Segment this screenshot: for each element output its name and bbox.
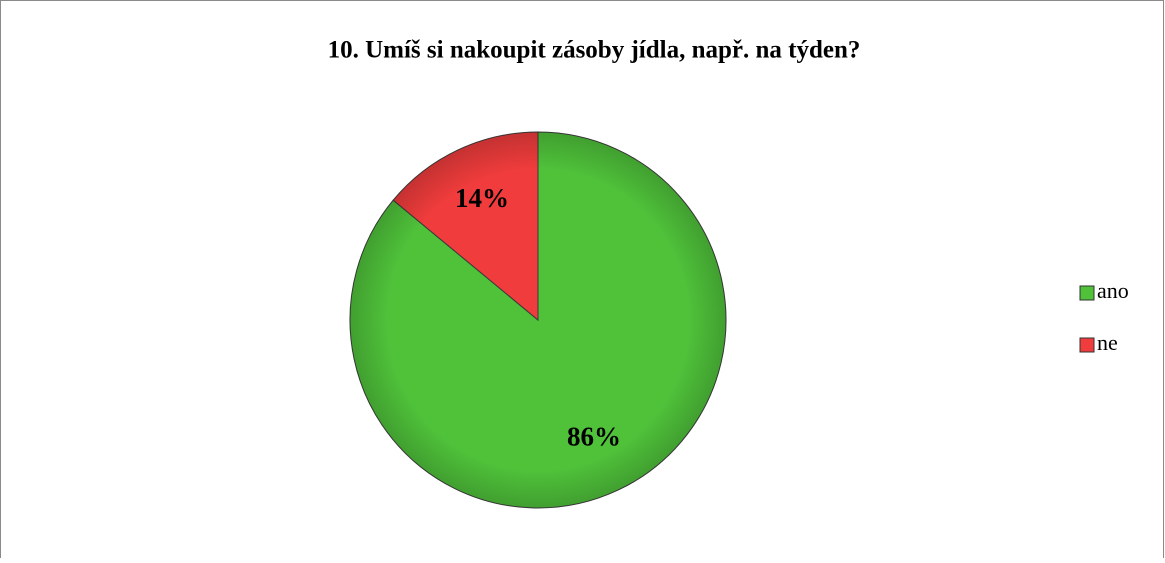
- chart-title: 10. Umíš si nakoupit zásoby jídla, např.…: [328, 37, 861, 64]
- data-label: 14%: [455, 183, 509, 213]
- legend-swatch: [1079, 285, 1095, 301]
- legend-label: ano: [1097, 278, 1129, 303]
- legend-label: ne: [1097, 330, 1118, 355]
- legend-swatch: [1079, 337, 1095, 353]
- data-label: 86%: [567, 421, 621, 451]
